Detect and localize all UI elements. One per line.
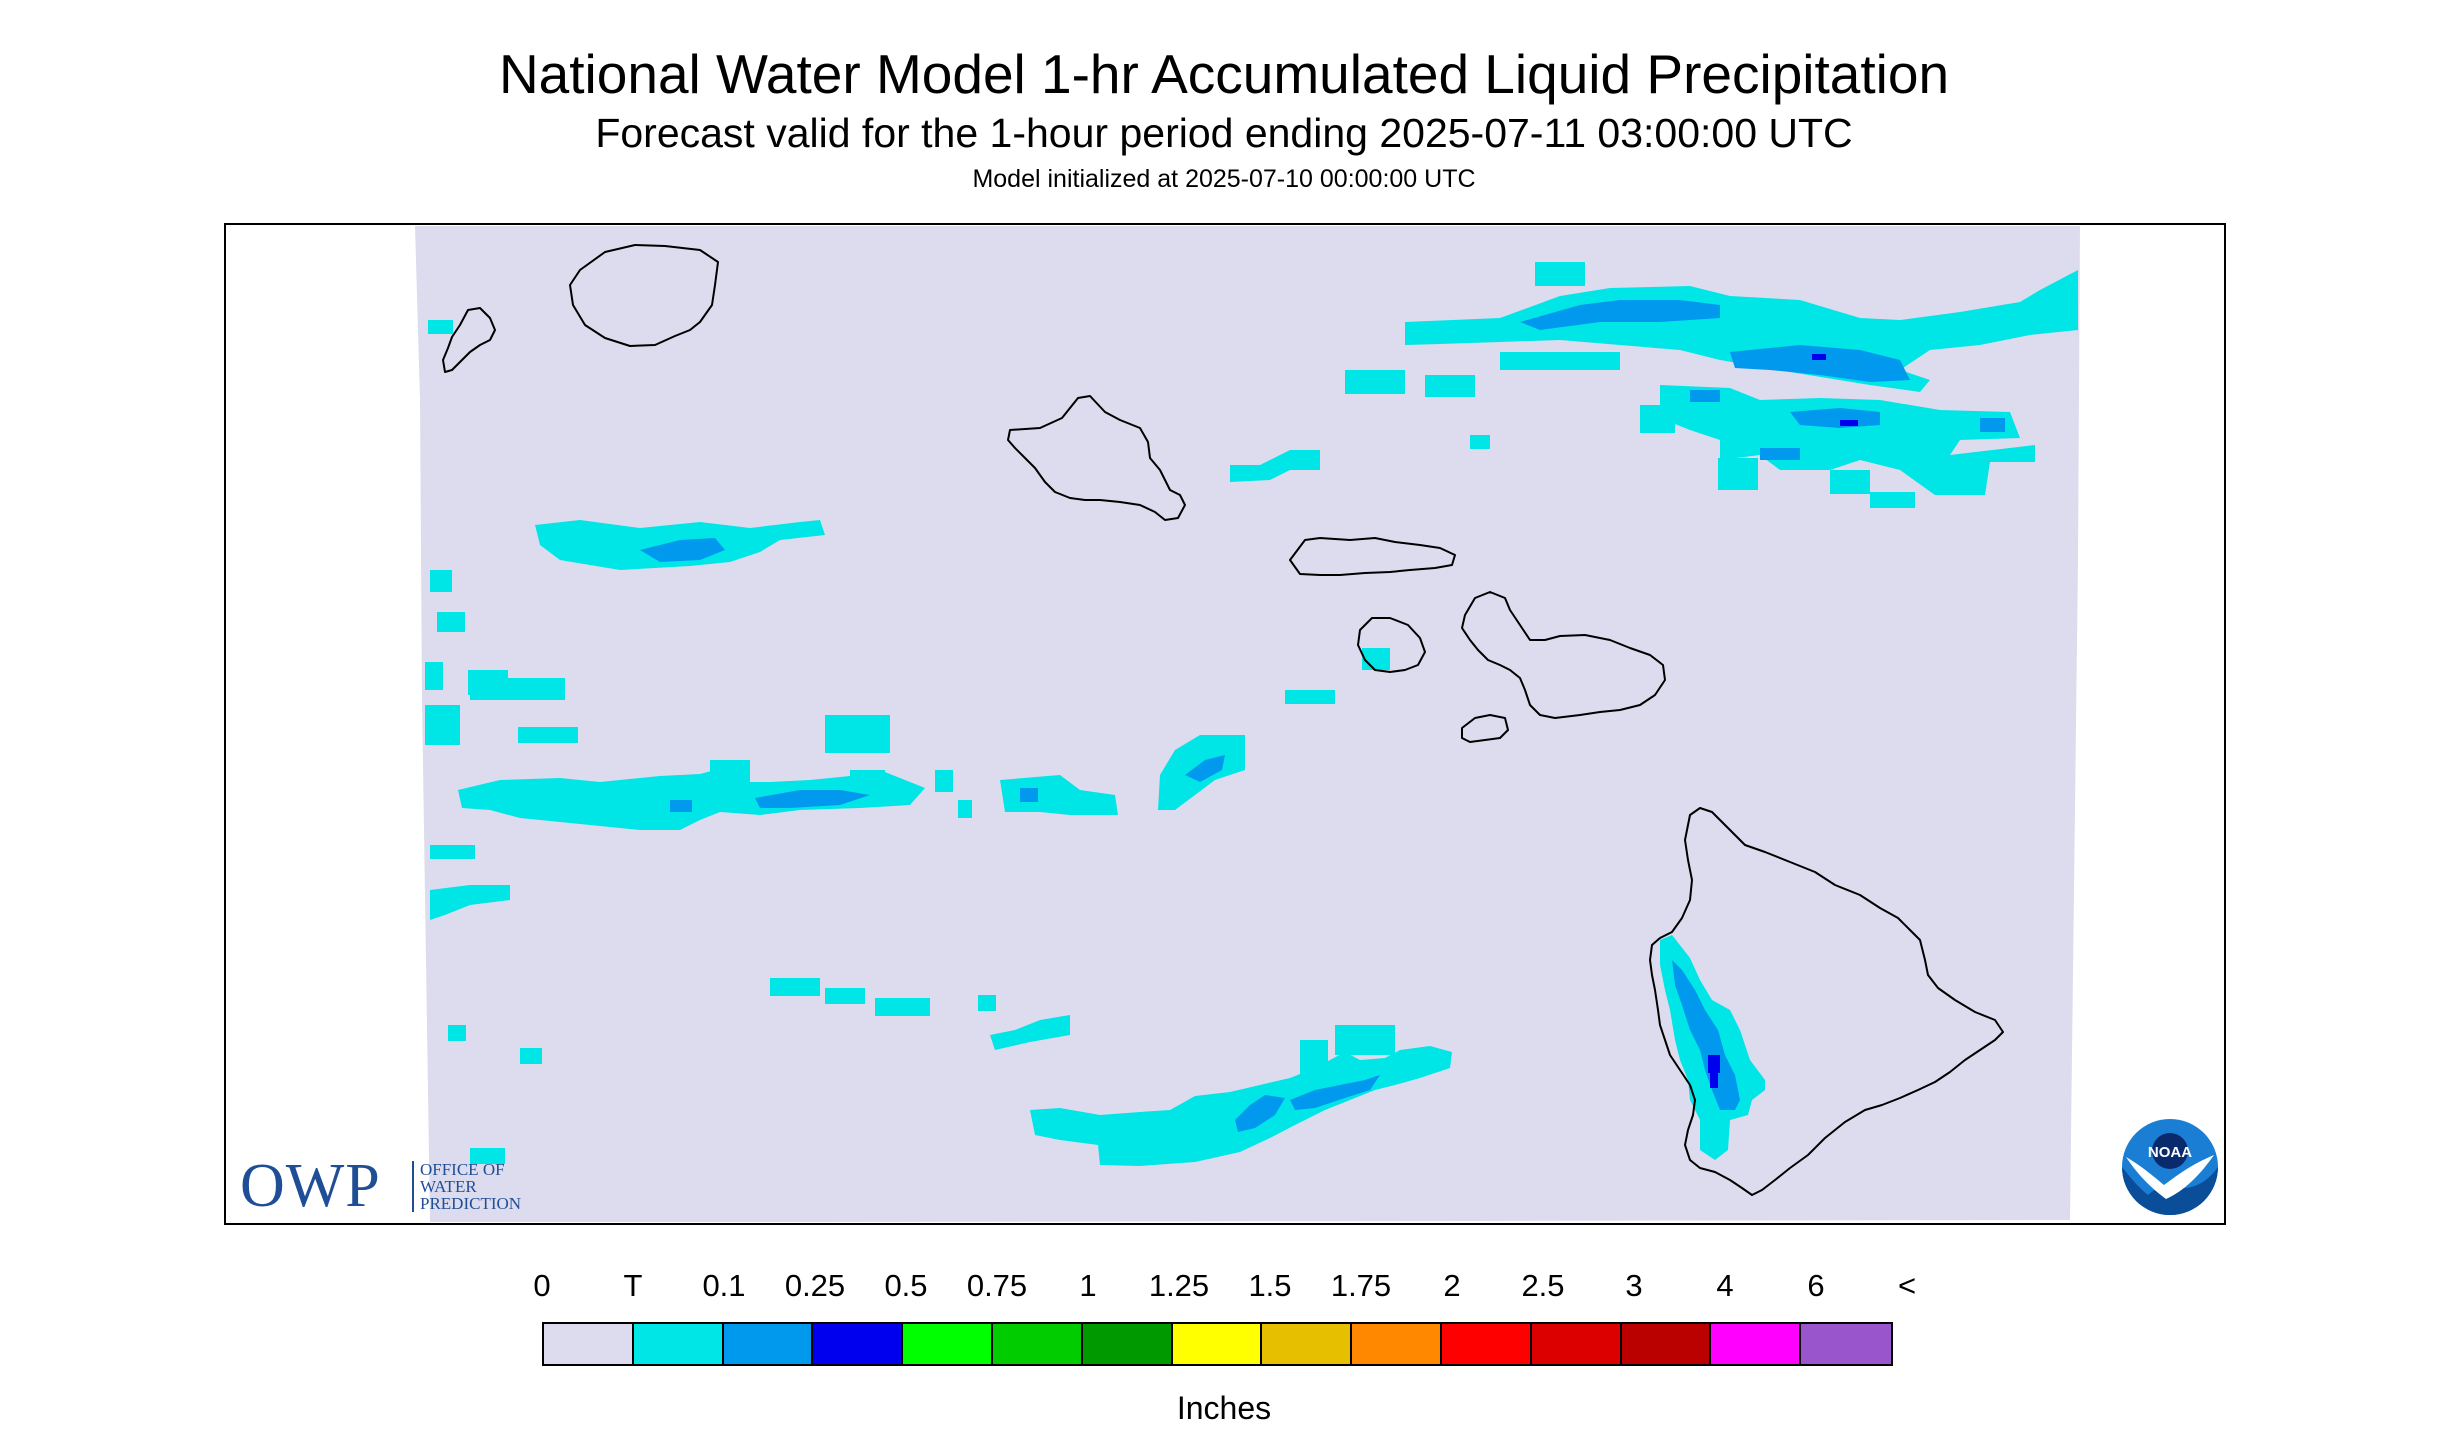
legend-tick-label: 0.5: [884, 1268, 928, 1303]
map-subtitle: Forecast valid for the 1-hour period end…: [595, 110, 1853, 156]
owp-line-3: PREDICTION: [420, 1194, 522, 1213]
legend-swatch: [1621, 1324, 1712, 1364]
legend-swatch: [1172, 1324, 1263, 1364]
legend-tick-label: <: [1897, 1268, 1917, 1303]
owp-line-1: OFFICE OF: [420, 1160, 505, 1179]
island-molokai: [1289, 537, 1456, 576]
owp-logo-text: OFFICE OF WATER PREDICTION: [412, 1161, 521, 1212]
legend-color-bar: [542, 1322, 1893, 1366]
legend-tick-label: 6: [1807, 1268, 1825, 1303]
legend-tick-label: 1.25: [1148, 1268, 1210, 1303]
legend-tick-label: 0.1: [702, 1268, 746, 1303]
precip-trace: [425, 262, 2078, 1166]
legend-tick-label: 2.5: [1521, 1268, 1565, 1303]
legend-swatch: [1262, 1324, 1353, 1364]
legend-tick-label: 3: [1625, 1268, 1643, 1303]
legend-tick-label: T: [623, 1268, 643, 1303]
island-kahoolawe: [1461, 714, 1509, 743]
owp-logo-mark: OWP: [240, 1152, 381, 1220]
island-niihau: [442, 307, 496, 373]
legend-tick-label: 1.5: [1248, 1268, 1292, 1303]
island-lanai: [1357, 617, 1426, 673]
legend-tick-label: 2: [1443, 1268, 1461, 1303]
noaa-logo: NOAA: [2122, 1119, 2218, 1215]
island-kauai: [569, 244, 719, 347]
island-oahu: [1007, 395, 1186, 521]
legend-swatch: [1801, 1324, 1891, 1364]
coastlines: [442, 244, 2004, 1196]
legend-swatch: [723, 1324, 814, 1364]
precip-moderate: [1708, 354, 1858, 1088]
island-maui: [1461, 591, 1666, 719]
legend-tick-label: 0: [533, 1268, 551, 1303]
legend-swatch: [633, 1324, 724, 1364]
noaa-logo-text: NOAA: [2148, 1144, 2192, 1161]
legend-swatch: [1082, 1324, 1173, 1364]
legend-swatch: [1352, 1324, 1442, 1364]
legend-units-label: Inches: [1176, 1390, 1272, 1426]
legend-tick-label: 1: [1079, 1268, 1097, 1303]
legend-tick-label: 1.75: [1330, 1268, 1392, 1303]
legend-swatch: [1531, 1324, 1622, 1364]
legend-swatch: [992, 1324, 1083, 1364]
island-hawaii: [1649, 807, 2004, 1196]
legend-tick-label: 0.75: [966, 1268, 1028, 1303]
legend-tick-label: 0.25: [784, 1268, 846, 1303]
legend-swatch: [903, 1324, 993, 1364]
legend-swatch: [1441, 1324, 1532, 1364]
legend-tick-labels: 0 T 0.1 0.25 0.5 0.75 1 1.25 1.5 1.75 2 2.5 3 4 6 <: [0, 1268, 2448, 1308]
precip-light: [640, 300, 2005, 1132]
owp-line-2: WATER: [420, 1177, 477, 1196]
legend-swatch: [813, 1324, 904, 1364]
map-title: National Water Model 1-hr Accumulated Li…: [498, 43, 1950, 105]
model-init-text: Model initialized at 2025-07-10 00:00:00…: [972, 165, 1476, 193]
legend-swatch: [544, 1324, 634, 1364]
legend-tick-label: 4: [1716, 1268, 1734, 1303]
legend-swatch: [1711, 1324, 1802, 1364]
